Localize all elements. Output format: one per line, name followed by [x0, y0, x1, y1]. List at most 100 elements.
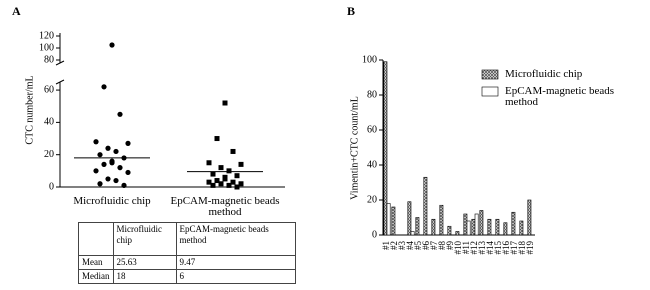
y-tick-label: 120 — [39, 30, 54, 41]
x-tick-label: #7 — [429, 241, 439, 251]
data-point — [93, 139, 99, 145]
data-point — [230, 148, 236, 154]
data-point — [214, 178, 220, 184]
x-tick-label: Microfluidic chip — [73, 195, 151, 207]
legend-label: Microfluidic chip — [505, 68, 583, 80]
data-point — [113, 177, 119, 184]
bar — [503, 222, 508, 236]
bar — [466, 220, 471, 236]
table-header: EpCAM-magnetic beads method — [175, 222, 296, 256]
x-tick-label: #8 — [437, 241, 447, 251]
bar — [474, 213, 479, 236]
y-tick-label: 20 — [367, 194, 377, 205]
x-tick-label: #6 — [421, 241, 431, 251]
data-point — [93, 168, 99, 174]
data-point — [121, 182, 127, 188]
data-point — [238, 161, 244, 167]
y-tick-label: 20 — [44, 149, 54, 160]
table-cell: 25.63 — [112, 255, 177, 270]
data-point — [210, 171, 216, 177]
y-tick-label: 40 — [367, 159, 377, 170]
y-axis-label: CTC number/mL — [24, 75, 35, 144]
table-cell: Mean — [78, 255, 114, 270]
panel-label: A — [12, 4, 21, 18]
bar — [471, 218, 476, 236]
x-tick-label: EpCAM-magnetic beads method — [170, 195, 280, 218]
table-cell: 18 — [112, 269, 177, 284]
y-tick-label: 0 — [372, 229, 377, 240]
x-tick-label: #12 — [469, 241, 479, 255]
bar — [386, 203, 391, 236]
data-point — [218, 181, 224, 187]
bar — [463, 213, 468, 236]
x-tick-label: #13 — [477, 241, 487, 255]
x-tick-label: #2 — [389, 241, 399, 250]
data-point — [117, 165, 123, 171]
x-tick-label: #3 — [397, 241, 407, 251]
y-tick-label: 40 — [44, 117, 54, 128]
bar — [455, 231, 460, 236]
bar — [487, 218, 492, 236]
y-tick-label: 0 — [49, 181, 54, 192]
table-cell: 6 — [175, 269, 296, 284]
x-tick-label: #5 — [413, 241, 423, 251]
x-tick-label: #10 — [453, 241, 463, 255]
x-tick-label: #17 — [509, 241, 519, 255]
summary-table: Microfluidic chip EpCAM-magnetic beads m… — [78, 222, 296, 284]
bar — [407, 201, 412, 236]
data-point — [125, 169, 131, 176]
axis-break — [55, 60, 65, 66]
x-tick-label: #14 — [485, 241, 495, 255]
y-axis-label: Vimentin+CTC count/mL — [349, 96, 360, 200]
data-point — [97, 152, 103, 158]
bar — [431, 218, 436, 236]
data-point — [206, 160, 212, 166]
data-point — [105, 145, 111, 151]
table-corner — [78, 222, 114, 256]
bar — [415, 217, 420, 236]
y-tick-label: 60 — [367, 124, 377, 135]
data-point — [226, 168, 232, 174]
data-point — [97, 181, 103, 187]
data-point — [101, 161, 107, 167]
bar — [519, 220, 524, 236]
data-point — [214, 136, 220, 142]
bar — [423, 176, 428, 236]
data-point — [113, 148, 119, 155]
bar — [439, 204, 444, 236]
y-tick-label: 60 — [44, 84, 54, 95]
x-tick-label: #19 — [525, 241, 535, 255]
bar — [511, 211, 516, 236]
data-point — [117, 111, 123, 117]
bar — [391, 206, 396, 236]
y-tick-label: 80 — [367, 89, 377, 100]
data-point — [125, 140, 131, 146]
y-tick-label: 80 — [44, 54, 54, 65]
table-header: Microfluidic chip — [112, 222, 177, 256]
x-tick-label: #1 — [381, 241, 391, 250]
data-point — [218, 165, 224, 171]
data-point — [109, 42, 115, 48]
axis-break — [55, 79, 65, 85]
data-point — [222, 100, 228, 106]
data-point — [105, 176, 111, 182]
legend-swatch — [481, 69, 499, 80]
bar — [479, 210, 484, 236]
data-point — [234, 184, 240, 190]
y-tick-label: 100 — [39, 42, 54, 53]
bar — [495, 218, 500, 236]
bar — [527, 199, 532, 236]
x-tick-label: #18 — [517, 241, 527, 255]
data-point — [234, 173, 240, 179]
panel-label: B — [347, 4, 355, 18]
bar — [447, 225, 452, 236]
bar — [410, 231, 415, 236]
data-point — [222, 176, 228, 182]
bar — [383, 61, 388, 236]
x-tick-label: #4 — [405, 241, 415, 251]
x-tick-label: #9 — [445, 241, 455, 251]
legend-label: EpCAM-magnetic beads method — [505, 85, 615, 108]
data-point — [109, 160, 115, 166]
